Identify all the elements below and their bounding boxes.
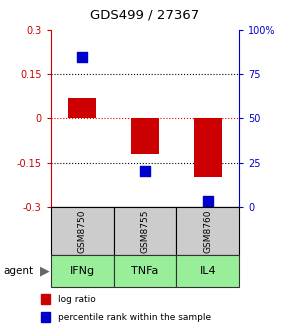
Point xyxy=(143,169,147,174)
Text: log ratio: log ratio xyxy=(58,295,96,304)
Text: GDS499 / 27367: GDS499 / 27367 xyxy=(90,9,200,22)
Text: GSM8755: GSM8755 xyxy=(140,209,150,253)
Text: ▶: ▶ xyxy=(40,265,50,278)
Point xyxy=(206,199,210,204)
Text: IL4: IL4 xyxy=(200,266,216,276)
Text: IFNg: IFNg xyxy=(70,266,95,276)
Point xyxy=(80,54,84,59)
Text: percentile rank within the sample: percentile rank within the sample xyxy=(58,312,212,322)
Text: TNFa: TNFa xyxy=(131,266,159,276)
Bar xyxy=(114,255,176,287)
Bar xyxy=(131,119,159,154)
Bar xyxy=(194,119,222,177)
Bar xyxy=(41,294,50,304)
Bar xyxy=(51,207,114,255)
Text: agent: agent xyxy=(3,266,33,276)
Text: GSM8750: GSM8750 xyxy=(78,209,87,253)
Bar xyxy=(114,207,176,255)
Bar xyxy=(51,255,114,287)
Bar xyxy=(176,255,239,287)
Bar xyxy=(176,207,239,255)
Text: GSM8760: GSM8760 xyxy=(203,209,212,253)
Bar xyxy=(68,98,96,119)
Bar xyxy=(41,312,50,322)
